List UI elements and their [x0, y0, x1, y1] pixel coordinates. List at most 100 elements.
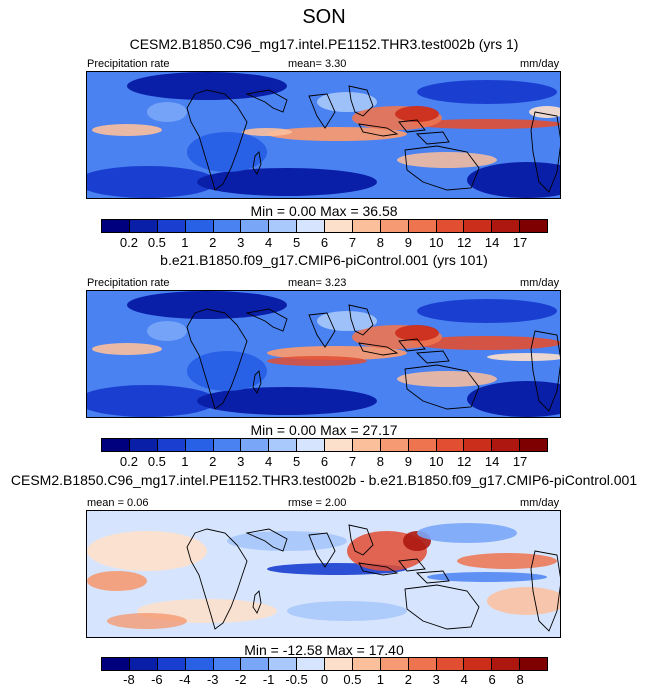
- colorbar-box: [520, 439, 547, 451]
- panel3-mean-label: mean = 0.06: [87, 497, 149, 509]
- colorbar-box: [408, 439, 437, 451]
- colorbar-box: [436, 220, 465, 232]
- colorbar-tick-label: -8: [123, 672, 135, 687]
- colorbar-tick-label: 0.5: [343, 672, 362, 687]
- colorbar-box: [464, 439, 493, 451]
- panel2-precip-map: [86, 290, 561, 418]
- colorbar-box: [325, 439, 353, 451]
- colorbar-box: [380, 439, 409, 451]
- colorbar-box: [325, 658, 353, 670]
- colorbar-tick-label: 7: [348, 235, 357, 250]
- colorbar-box: [213, 658, 242, 670]
- colorbar-box: [352, 220, 381, 232]
- colorbar-tick-label: 3: [432, 672, 440, 687]
- panel2-colorbar-ticks: 0.2 0.5 1 2 3 4 5 6 7 8 9 10 12 14 17: [101, 454, 548, 470]
- colorbar-box: [157, 658, 186, 670]
- panel1-variable-label: Precipitation rate: [87, 58, 170, 70]
- colorbar-tick-label: 14: [484, 235, 500, 250]
- colorbar-tick-label: 0.5: [147, 235, 166, 250]
- colorbar-box: [102, 658, 130, 670]
- colorbar-tick-label: 3: [237, 454, 245, 469]
- panel3-colorbar-ticks: -8 -6 -4 -3 -2 -1 -0.5 0 0.5 1 2 3 4 6 8: [101, 672, 548, 688]
- colorbar-box: [213, 220, 242, 232]
- colorbar-box: [492, 439, 521, 451]
- colorbar-box: [297, 220, 325, 232]
- colorbar-box: [408, 658, 437, 670]
- colorbar-tick-label: 3: [237, 235, 245, 250]
- colorbar-tick-label: 5: [292, 235, 301, 250]
- colorbar-tick-label: 2: [209, 454, 217, 469]
- panel1-subtitle: CESM2.B1850.C96_mg17.intel.PE1152.THR3.t…: [129, 36, 519, 52]
- colorbar-tick-label: -6: [151, 672, 163, 687]
- colorbar-tick-label: 14: [484, 454, 500, 469]
- colorbar-tick-label: 9: [404, 235, 412, 250]
- colorbar-tick-label: 4: [265, 235, 273, 250]
- colorbar-tick-label: 10: [429, 454, 444, 469]
- colorbar-tick-label: 2: [209, 235, 217, 250]
- colorbar-tick-label: 9: [404, 454, 412, 469]
- colorbar-box: [352, 658, 381, 670]
- colorbar-box: [436, 658, 465, 670]
- colorbar-box: [269, 439, 298, 451]
- colorbar-box: [464, 658, 493, 670]
- colorbar-tick-label: 0: [320, 672, 329, 687]
- colorbar-tick-label: -3: [206, 672, 219, 687]
- panel3-subtitle: CESM2.B1850.C96_mg17.intel.PE1152.THR3.t…: [10, 472, 638, 488]
- colorbar-tick-label: -0.5: [285, 672, 308, 687]
- panel1-precip-map: [86, 71, 561, 199]
- panel3-min-max: Min = -12.58 Max = 17.40: [244, 642, 404, 658]
- colorbar-tick-label: 8: [376, 454, 384, 469]
- panel1-colorbar-ticks: 0.2 0.5 1 2 3 4 5 6 7 8 9 10 12 14 17: [101, 235, 548, 251]
- colorbar-tick-label: 17: [512, 454, 528, 469]
- colorbar-box: [241, 220, 270, 232]
- colorbar-box: [129, 439, 158, 451]
- colorbar-box: [157, 220, 186, 232]
- colorbar-box: [269, 220, 298, 232]
- panel2-mean-label: mean= 3.23: [288, 277, 347, 289]
- panel3-difference-map: [86, 510, 561, 638]
- colorbar-tick-label: 12: [456, 235, 472, 250]
- colorbar-tick-label: 6: [488, 672, 496, 687]
- panel1-mean-label: mean= 3.30: [288, 58, 347, 70]
- colorbar-tick-label: 2: [404, 672, 412, 687]
- colorbar-box: [129, 658, 158, 670]
- colorbar-box: [436, 439, 465, 451]
- colorbar-tick-label: 1: [181, 235, 189, 250]
- colorbar-tick-label: 12: [456, 454, 472, 469]
- colorbar-tick-label: 0.2: [119, 454, 138, 469]
- panel2-colorbar: [101, 438, 548, 452]
- colorbar-box: [102, 439, 130, 451]
- figure-title: SON: [302, 6, 346, 28]
- panel2-variable-label: Precipitation rate: [87, 277, 170, 289]
- colorbar-tick-label: 1: [181, 454, 189, 469]
- colorbar-box: [269, 658, 298, 670]
- panel2-units-label: mm/day: [520, 277, 560, 289]
- colorbar-box: [241, 658, 270, 670]
- colorbar-tick-label: 4: [460, 672, 468, 687]
- colorbar-box: [352, 439, 381, 451]
- colorbar-tick-label: 4: [265, 454, 273, 469]
- colorbar-box: [297, 439, 325, 451]
- colorbar-tick-label: -1: [262, 672, 275, 687]
- colorbar-box: [492, 220, 521, 232]
- panel2-min-max: Min = 0.00 Max = 27.17: [250, 422, 398, 438]
- colorbar-tick-label: 0.2: [119, 235, 138, 250]
- colorbar-box: [185, 658, 214, 670]
- colorbar-box: [464, 220, 493, 232]
- colorbar-tick-label: -4: [179, 672, 191, 687]
- colorbar-box: [157, 439, 186, 451]
- colorbar-box: [129, 220, 158, 232]
- colorbar-box: [492, 658, 521, 670]
- colorbar-tick-label: 8: [516, 672, 524, 687]
- colorbar-box: [297, 658, 325, 670]
- colorbar-box: [213, 439, 242, 451]
- colorbar-box: [408, 220, 437, 232]
- colorbar-box: [380, 658, 409, 670]
- colorbar-box: [325, 220, 353, 232]
- colorbar-tick-label: 5: [292, 454, 301, 469]
- colorbar-tick-label: 10: [429, 235, 444, 250]
- colorbar-tick-label: 6: [320, 454, 329, 469]
- colorbar-tick-label: 6: [320, 235, 329, 250]
- panel1-colorbar: [101, 219, 548, 233]
- colorbar-tick-label: 7: [348, 454, 357, 469]
